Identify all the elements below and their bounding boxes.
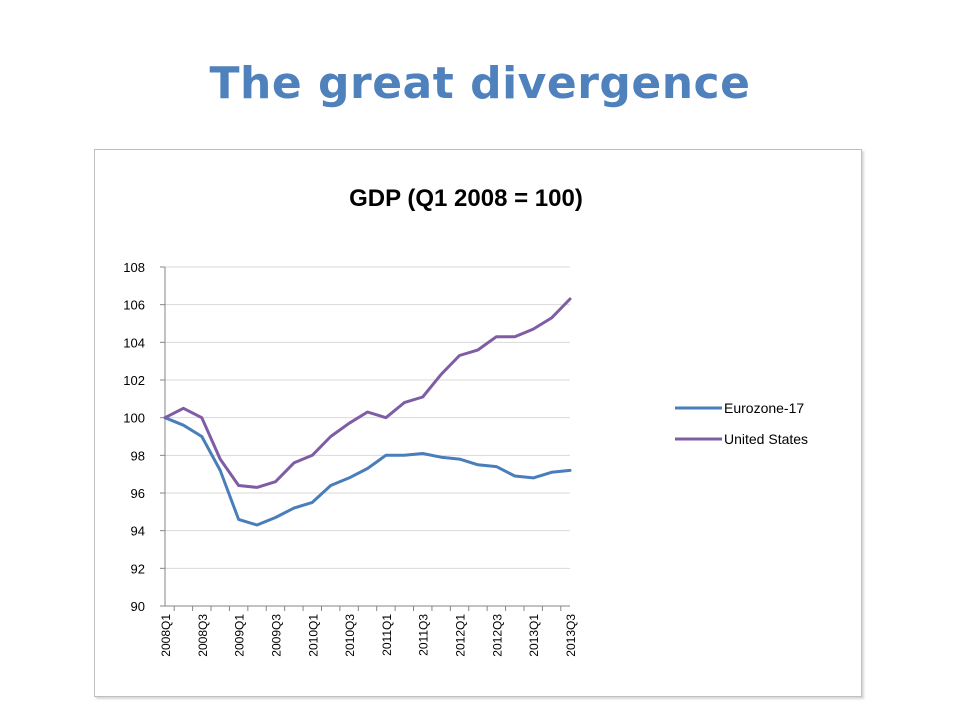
y-tick-label: 92 bbox=[131, 561, 145, 576]
gdp-line-chart: GDP (Q1 2008 = 100) 90 92 94 96 98 100 102 104 1… bbox=[123, 185, 808, 657]
y-tick-label: 100 bbox=[123, 411, 145, 426]
x-tick-label: 2009Q1 bbox=[233, 614, 247, 657]
legend: Eurozone-17 United States bbox=[675, 400, 808, 447]
series-line-united-states bbox=[163, 297, 572, 489]
x-tick-label: 2011Q3 bbox=[417, 614, 431, 656]
x-tick-label: 2011Q1 bbox=[380, 614, 394, 656]
gridlines bbox=[165, 266, 570, 607]
x-tick-label: 2008Q3 bbox=[196, 614, 210, 657]
x-tick-label: 2012Q1 bbox=[454, 614, 468, 657]
series-lines bbox=[163, 297, 572, 527]
slide-title: The great divergence bbox=[209, 58, 751, 109]
y-tick-label: 98 bbox=[131, 448, 145, 463]
x-tick-label: 2009Q3 bbox=[269, 614, 283, 657]
axes: 90 92 94 96 98 100 102 104 106 108 2008Q1 2008Q3 200… bbox=[123, 260, 578, 657]
y-tick-label: 106 bbox=[123, 298, 145, 313]
y-tick-label: 94 bbox=[131, 524, 145, 539]
x-tick-label: 2008Q1 bbox=[159, 614, 173, 657]
series-line-eurozone-17 bbox=[163, 416, 572, 527]
x-tick-label: 2013Q1 bbox=[527, 614, 541, 657]
y-tick-label: 102 bbox=[123, 373, 145, 388]
legend-label: Eurozone-17 bbox=[724, 400, 804, 416]
chart-title: GDP (Q1 2008 = 100) bbox=[349, 185, 583, 212]
x-tick-label: 2012Q3 bbox=[490, 614, 504, 657]
legend-label: United States bbox=[724, 431, 808, 447]
y-tick-label: 96 bbox=[131, 486, 145, 501]
y-tick-label: 104 bbox=[123, 335, 145, 350]
x-tick-label: 2013Q3 bbox=[564, 614, 578, 657]
x-tick-label: 2010Q1 bbox=[306, 614, 320, 657]
x-tick-label: 2010Q3 bbox=[343, 614, 357, 657]
chart-frame: GDP (Q1 2008 = 100) 90 92 94 96 98 100 102 104 1… bbox=[94, 149, 862, 697]
y-tick-label: 108 bbox=[123, 260, 145, 275]
y-tick-label: 90 bbox=[131, 599, 145, 614]
